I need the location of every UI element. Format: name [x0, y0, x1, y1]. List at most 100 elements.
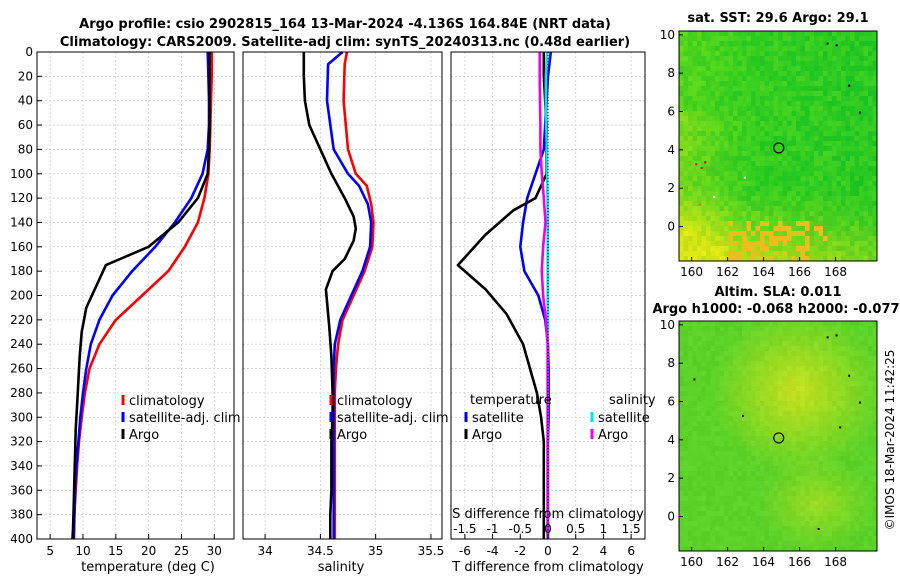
map-cell	[854, 351, 860, 357]
map-cell	[809, 521, 815, 527]
map-cell	[796, 66, 801, 72]
map-cell	[863, 176, 869, 182]
map-cell	[791, 441, 797, 447]
map-cell	[805, 506, 810, 512]
x-tick-label: -4	[487, 544, 499, 558]
map-cell	[778, 401, 783, 407]
map-cell	[701, 406, 707, 412]
map-cell	[728, 371, 734, 377]
map-cell	[791, 461, 797, 467]
map-cell	[728, 76, 734, 82]
map-cell	[737, 226, 743, 232]
map-cell	[733, 166, 738, 172]
map-cell	[814, 156, 819, 162]
map-cell	[773, 196, 779, 202]
map-cell	[728, 451, 734, 457]
map-cell	[751, 431, 756, 437]
map-cell	[805, 216, 810, 222]
map-cell	[733, 36, 738, 42]
map-cell	[791, 241, 797, 247]
map-cell	[701, 221, 707, 227]
map-cell	[719, 176, 725, 182]
series-line-argo	[71, 52, 211, 540]
map-cell	[836, 201, 842, 207]
map-cell	[868, 226, 873, 232]
map-cell	[724, 56, 729, 62]
map-cell	[724, 246, 729, 252]
map-cell	[697, 41, 702, 47]
map-cell	[787, 66, 792, 72]
map-cell	[697, 421, 702, 427]
map-cell	[692, 531, 698, 537]
map-cell	[863, 446, 869, 452]
map-cell	[814, 131, 819, 137]
map-cell	[688, 511, 693, 517]
map-cell	[764, 196, 770, 202]
map-cell	[805, 106, 810, 112]
map-cell	[706, 86, 711, 92]
map-cell	[733, 191, 738, 197]
map-cell	[850, 256, 855, 262]
map-cell	[791, 76, 797, 82]
map-cell	[809, 411, 815, 417]
map-cell	[692, 171, 698, 177]
map-cell	[823, 91, 828, 97]
map-cell	[706, 361, 711, 367]
map-cell	[818, 146, 824, 152]
map-cell	[832, 201, 837, 207]
map-cell	[787, 186, 792, 192]
map-cell	[841, 156, 846, 162]
map-cell	[832, 31, 837, 37]
map-cell	[854, 521, 860, 527]
map-cell	[692, 111, 698, 117]
map-cell	[845, 51, 851, 57]
map-cell	[688, 141, 693, 147]
map-cell	[751, 346, 756, 352]
map-cell	[679, 106, 684, 112]
map-cell	[782, 496, 788, 502]
map-cell	[827, 526, 833, 532]
map-cell	[773, 216, 779, 222]
map-cell	[805, 381, 810, 387]
map-cell	[706, 376, 711, 382]
map-cell	[719, 46, 725, 52]
map-cell	[769, 251, 774, 257]
map-cell	[800, 151, 806, 157]
map-cell	[809, 536, 815, 542]
map-cell	[692, 191, 698, 197]
map-cell	[823, 546, 828, 552]
map-cell	[683, 131, 689, 137]
plot-frame	[242, 51, 443, 540]
map-cell	[863, 206, 869, 212]
map-cell	[850, 221, 855, 227]
map-cell	[742, 506, 747, 512]
map-cell	[692, 456, 698, 462]
map-cell	[796, 531, 801, 537]
series-line-argo	[302, 52, 358, 539]
map-cell	[715, 251, 720, 257]
map-cell	[809, 101, 815, 107]
map-cell	[818, 501, 824, 507]
y-tick-label: 10	[660, 318, 675, 332]
map-cell	[701, 431, 707, 437]
map-cell	[872, 361, 878, 367]
map-cell	[724, 81, 729, 87]
map-cell	[809, 421, 815, 427]
map-cell	[778, 111, 783, 117]
map-cell	[836, 166, 842, 172]
map-cell	[859, 156, 864, 162]
map-cell	[688, 491, 693, 497]
map-cell	[850, 531, 855, 537]
map-cell	[859, 391, 864, 397]
map-cell	[701, 241, 707, 247]
map-cell	[841, 96, 846, 102]
map-cell	[836, 491, 842, 497]
map-cell	[850, 326, 855, 332]
map-cell	[724, 66, 729, 72]
legend-label-argo: Argo	[598, 428, 628, 443]
map-cell	[719, 321, 725, 327]
map-cell	[683, 326, 689, 332]
map-cell	[719, 226, 725, 232]
map-cell	[796, 426, 801, 432]
map-cell	[778, 191, 783, 197]
